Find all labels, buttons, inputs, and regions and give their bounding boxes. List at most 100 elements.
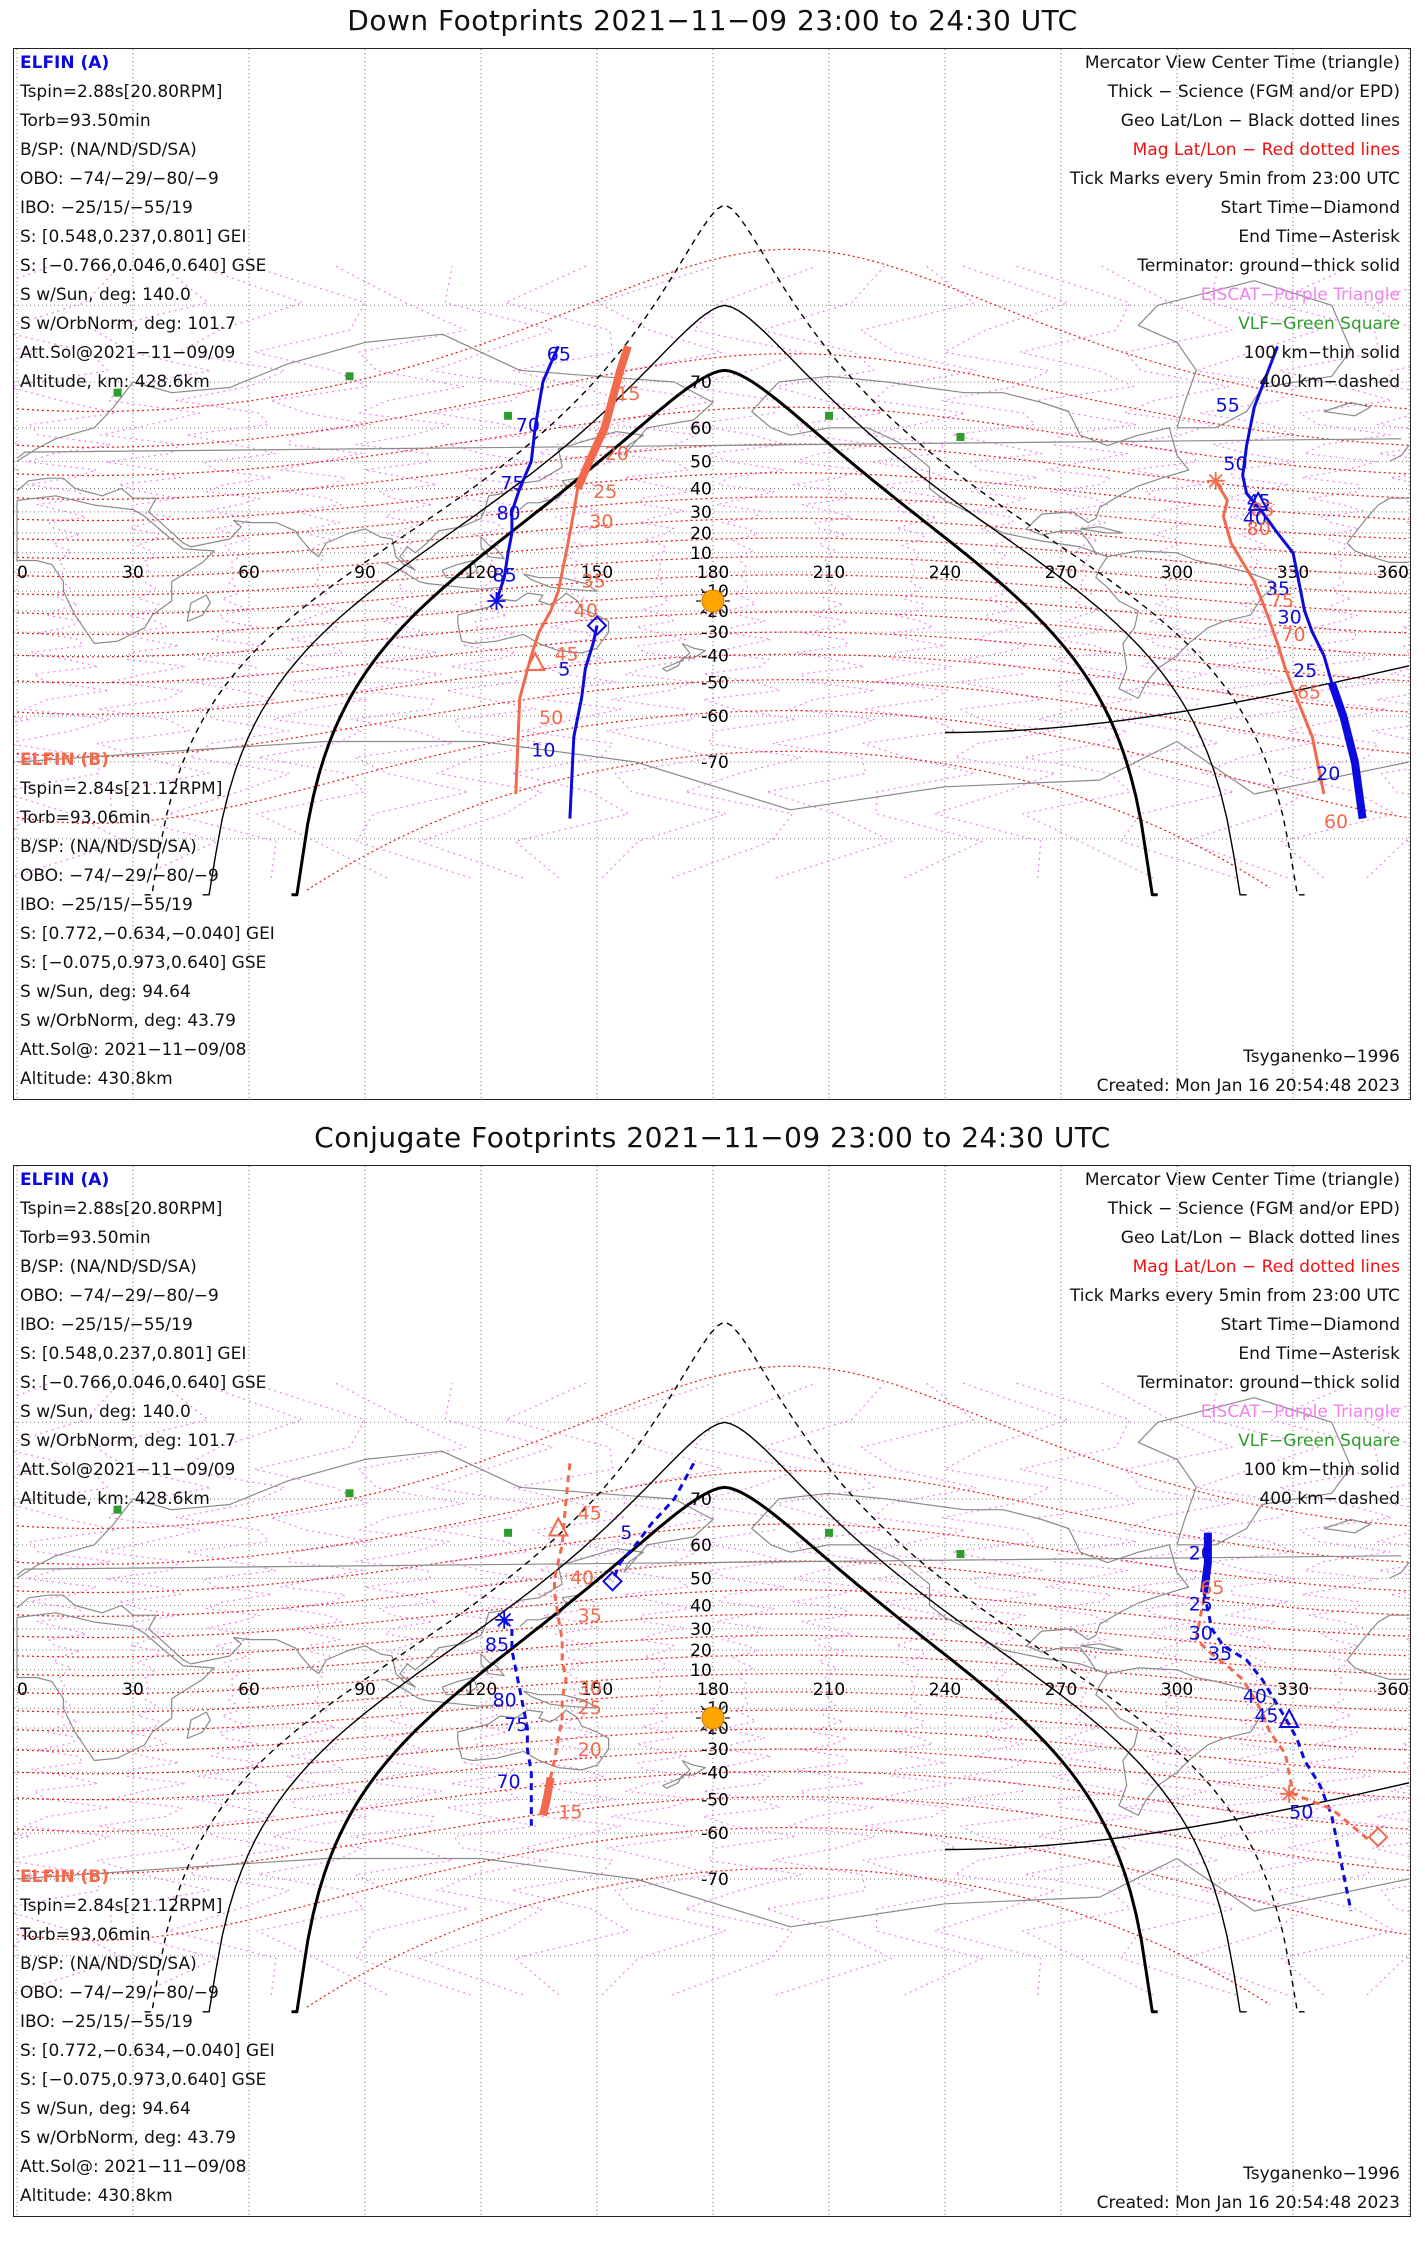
elfin-b-line: S: [0.772,−0.634,−0.040] GEI [20, 2041, 275, 2061]
lat-label: -60 [701, 707, 729, 727]
coastline [1346, 1614, 1409, 1661]
center-triangle-icon [1247, 490, 1269, 511]
elfin-b-line: OBO: −74/−29/−80/−9 [20, 1983, 219, 2003]
elfin-a-line: OBO: −74/−29/−80/−9 [20, 1286, 219, 1306]
lat-label: 60 [690, 1536, 712, 1556]
vlf-square-icon [956, 1550, 965, 1559]
coastline [16, 740, 1410, 811]
tick-label: 35 [1266, 578, 1290, 600]
coastline [1095, 1667, 1275, 1816]
elfin-a-line: S: [0.548,0.237,0.801] GEI [20, 1344, 247, 1364]
mag-meridian [335, 265, 471, 879]
vlf-square-icon [113, 388, 122, 397]
map-frame: 0 30 60 90 120 150 180 210 240 270 300 330 360 70 60 50… [13, 48, 1411, 1100]
mag-parallel [16, 1827, 1410, 1941]
lat-label: 10 [690, 544, 712, 564]
tick-label: 40 [1243, 508, 1267, 530]
lat-label: 20 [690, 1641, 712, 1661]
coastline [457, 592, 610, 654]
legend-vlf: VLF−Green Square [1238, 1431, 1400, 1451]
legend-mag-grid: Mag Lat/Lon − Red dotted lines [1132, 1257, 1400, 1277]
lon-label: 240 [929, 1680, 961, 1700]
elfin-b-line: S: [−0.075,0.973,0.640] GSE [20, 2070, 267, 2090]
coastline [186, 594, 211, 622]
legend-400km: 400 km−dashed [1259, 1489, 1400, 1509]
legend-tick-marks: Tick Marks every 5min from 23:00 UTC [1069, 1286, 1400, 1306]
tick-label: 20 [1189, 1542, 1213, 1564]
lon-label: 300 [1161, 563, 1193, 583]
lon-label: 210 [813, 1680, 845, 1700]
terminator-100km [202, 304, 1247, 896]
mag-meridian [504, 265, 629, 879]
mag-parallel [306, 1867, 1271, 2008]
elfin-a-line: S w/OrbNorm, deg: 101.7 [20, 1431, 237, 1451]
coastline [480, 536, 505, 560]
legend-geo-grid: Geo Lat/Lon − Black dotted lines [1120, 1228, 1400, 1248]
lat-label: -70 [701, 1870, 729, 1890]
panel-title: Conjugate Footprints 2021−11−09 23:00 to… [314, 1121, 1111, 1154]
elfin-a-line: Altitude, km: 428.6km [20, 1489, 210, 1509]
coastline [16, 1555, 1402, 1576]
tick-label: 70 [1281, 624, 1305, 646]
footprint-track [568, 625, 599, 819]
elfin-b-line: S: [−0.075,0.973,0.640] GSE [20, 953, 267, 973]
footprint-track [503, 1618, 533, 1826]
elfin-b-line: Att.Sol@: 2021−11−09/08 [20, 2157, 247, 2177]
legend-geo-grid: Geo Lat/Lon − Black dotted lines [1120, 111, 1400, 131]
elfin-a-line: B/SP: (NA/ND/SD/SA) [20, 140, 197, 160]
legend-tick-marks: Tick Marks every 5min from 23:00 UTC [1069, 169, 1400, 189]
legend-eiscat: EISCAT−Purple Triangle [1200, 1402, 1400, 1422]
coastline [1323, 1518, 1371, 1534]
mag-meridian [1016, 1382, 1154, 1996]
lat-label: -30 [701, 623, 729, 643]
elfin-b-line: S w/OrbNorm, deg: 43.79 [20, 2128, 237, 2148]
sun-ray-icon [700, 1725, 706, 1731]
lon-label: 240 [929, 563, 961, 583]
sun-ray-icon [720, 1705, 726, 1711]
sun-icon [701, 1706, 725, 1730]
elfin-b-line: Torb=93.06min [20, 1925, 151, 1945]
end-asterisk-icon [497, 1612, 512, 1627]
elfin-b-line: S: [0.772,−0.634,−0.040] GEI [20, 924, 275, 944]
lat-label: 60 [690, 419, 712, 439]
coastline [186, 1711, 211, 1739]
sun-ray-icon [700, 588, 706, 594]
lon-label: 0 [17, 1680, 28, 1700]
elfin-b-line: IBO: −25/15/−55/19 [20, 895, 193, 915]
elfin-b-line: OBO: −74/−29/−80/−9 [20, 866, 219, 886]
elfin-a-line: Att.Sol@2021−11−09/09 [20, 1460, 236, 1480]
sun-ray-icon [720, 588, 726, 594]
mag-meridian [14, 265, 126, 877]
end-asterisk-icon [489, 593, 504, 608]
tick-label: 30 [578, 1678, 602, 1700]
mag-parallel [16, 679, 1410, 758]
footprint-track [541, 1463, 572, 1816]
map-legend: Mercator View Center Time (triangle) Thi… [1070, 1166, 1400, 1514]
terminator-100km [202, 1421, 1247, 2013]
mag-meridian [250, 265, 388, 879]
mag-meridian [597, 265, 727, 879]
elfin-a-line: B/SP: (NA/ND/SD/SA) [20, 1257, 197, 1277]
lon-label: 300 [1161, 1680, 1193, 1700]
coastline [751, 1492, 1190, 1675]
tick-label: 70 [496, 1771, 520, 1793]
lat-label: 40 [690, 1596, 712, 1616]
elfin-a-line: IBO: −25/15/−55/19 [20, 1315, 193, 1335]
coastline [1346, 542, 1409, 563]
coastline [16, 495, 215, 645]
coastline [16, 333, 714, 571]
elfin-b-label: ELFIN (B) [20, 1867, 110, 1887]
vlf-square-icon [825, 1528, 834, 1537]
legend-start-time: Start Time−Diamond [1220, 198, 1400, 218]
center-triangle-icon [1278, 1707, 1300, 1728]
lon-label: 150 [581, 563, 613, 583]
tick-label: 15 [558, 1802, 582, 1824]
coastline [662, 1759, 706, 1789]
tick-label: 35 [578, 1605, 602, 1627]
mag-parallel [16, 710, 1410, 824]
down-footprints-panel: Down Footprints 2021−11−09 23:00 to 24:3… [0, 0, 1425, 1117]
vlf-square-icon [956, 433, 965, 442]
elfin-b-line: B/SP: (NA/ND/SD/SA) [20, 1954, 197, 1974]
terminator-100km [945, 1782, 1410, 1851]
coastline [1389, 445, 1410, 462]
